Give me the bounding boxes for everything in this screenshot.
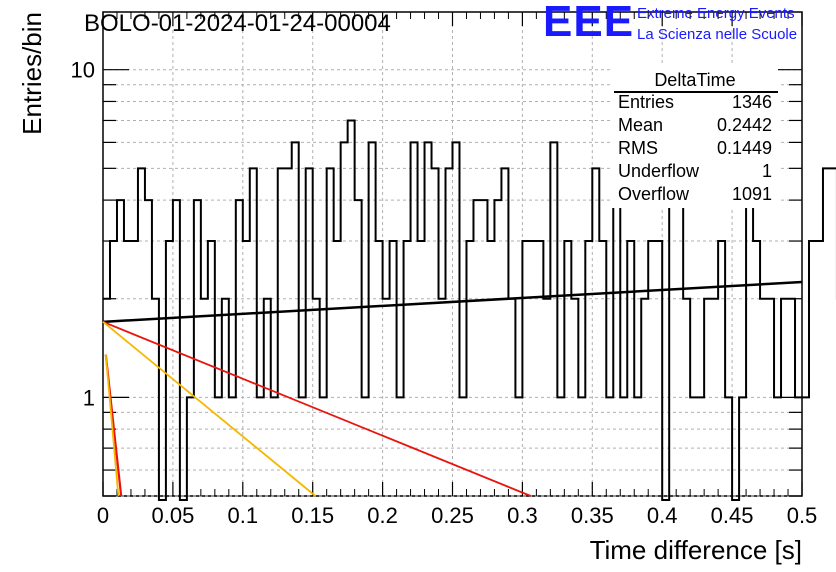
grid (103, 12, 802, 497)
stats-row-mean: Mean 0.2442 (618, 115, 772, 137)
fit-line (102, 280, 803, 324)
fit-lines (102, 280, 803, 497)
x-tick-label: 0.15 (291, 503, 334, 528)
stats-value: 1346 (731, 92, 772, 112)
x-axis-label: Time difference [s] (590, 535, 802, 565)
stats-key: Overflow (618, 184, 690, 204)
stats-value: 1091 (731, 184, 772, 204)
stats-value: 1 (761, 161, 772, 181)
stats-key: Entries (618, 92, 675, 112)
x-tick-label: 0.45 (711, 503, 754, 528)
fit-line (102, 321, 532, 497)
y-tick-label: 1 (83, 385, 95, 410)
stats-row-overflow: Overflow 1091 (618, 184, 772, 206)
x-tick-label: 0.2 (367, 503, 398, 528)
x-tick-label: 0.05 (151, 503, 194, 528)
stats-row-entries: Entries 1346 (618, 92, 772, 114)
stats-row-rms: RMS 0.1449 (618, 138, 772, 160)
x-tick-label: 0.1 (228, 503, 259, 528)
chart-title: BOLO-01-2024-01-24-00004 (84, 10, 391, 37)
logo-line-2: La Scienza nelle Scuole (637, 26, 798, 43)
x-tick-label: 0.5 (787, 503, 818, 528)
x-tick-label: 0.35 (571, 503, 614, 528)
stats-value: 0.2442 (716, 115, 772, 135)
eee-logo-mark: EEE (543, 0, 635, 46)
x-tick-label: 0 (97, 503, 109, 528)
stats-title: DeltaTime (654, 70, 736, 90)
stats-divider (614, 91, 778, 93)
fit-line (102, 321, 317, 497)
stats-key: Underflow (618, 161, 700, 181)
y-axis-label: Entries/bin (17, 12, 47, 135)
y-tick-label: 10 (71, 58, 95, 83)
histogram-series (103, 119, 836, 501)
stats-key: RMS (618, 138, 658, 158)
x-tick-label: 0.25 (431, 503, 474, 528)
stats-row-underflow: Underflow 1 (618, 161, 772, 183)
fit-line (104, 354, 120, 497)
stats-key: Mean (618, 115, 664, 135)
stats-value: 0.1449 (716, 138, 772, 158)
x-tick-label: 0.4 (647, 503, 678, 528)
stats-box: DeltaTime Entries 1346 Mean 0.2442 RMS 0… (612, 66, 778, 208)
eee-logo: EEE Extreme Energy Events La Scienza nel… (543, 0, 833, 46)
axis-tick-labels: 0 0.05 0.1 0.15 0.2 0.25 0.3 0.35 0.4 0.45 0.5 1 10 (71, 58, 818, 528)
x-tick-label: 0.3 (507, 503, 538, 528)
logo-line-1: Extreme Energy Events (637, 5, 795, 22)
